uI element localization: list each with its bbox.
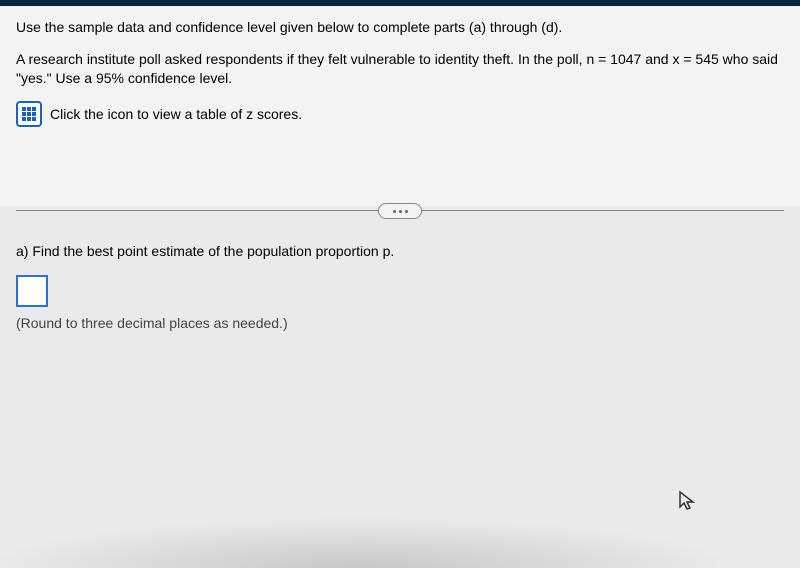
collapse-toggle[interactable]: [378, 203, 422, 219]
question-a-text: a) Find the best point estimate of the p…: [16, 243, 784, 259]
z-table-link-row[interactable]: Click the icon to view a table of z scor…: [16, 101, 784, 127]
problem-text: A research institute poll asked responde…: [16, 50, 784, 89]
cursor-icon: [676, 489, 700, 513]
bottom-shadow: [0, 508, 800, 568]
problem-content: Use the sample data and confidence level…: [0, 6, 800, 206]
answer-input-a[interactable]: [16, 275, 48, 307]
hint-text: (Round to three decimal places as needed…: [16, 315, 784, 331]
divider-section: [0, 210, 800, 211]
table-icon[interactable]: [16, 101, 42, 127]
question-section: a) Find the best point estimate of the p…: [0, 215, 800, 347]
z-table-link-text[interactable]: Click the icon to view a table of z scor…: [50, 106, 302, 122]
instruction-text: Use the sample data and confidence level…: [16, 18, 784, 38]
